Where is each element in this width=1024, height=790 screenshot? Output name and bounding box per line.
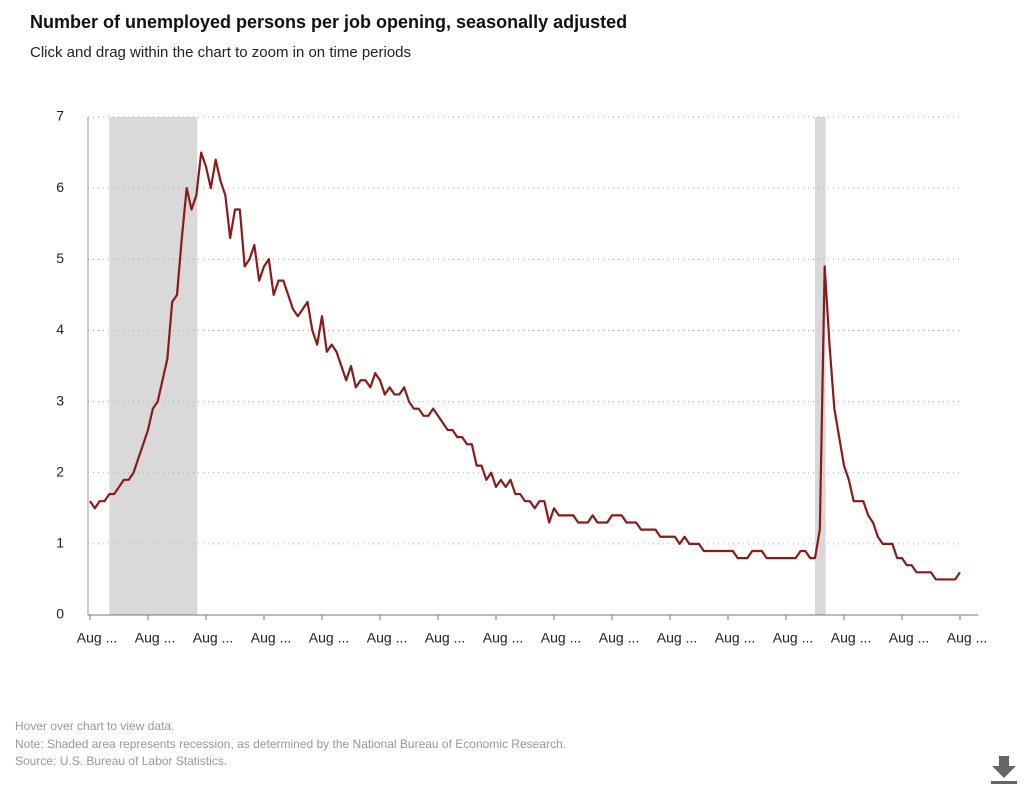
x-tick-label: Aug ...: [541, 630, 581, 646]
y-tick-label: 6: [56, 179, 64, 195]
x-tick-label: Aug ...: [193, 630, 233, 646]
y-tick-label: 0: [56, 606, 64, 622]
chart-title: Number of unemployed persons per job ope…: [30, 12, 627, 32]
x-tick-label: Aug ...: [599, 630, 639, 646]
y-tick-label: 5: [56, 250, 64, 266]
y-tick-label: 2: [56, 463, 64, 479]
chart-subtitle: Click and drag within the chart to zoom …: [30, 44, 411, 61]
download-button[interactable]: [991, 756, 1017, 784]
x-tick-label: Aug ...: [367, 630, 407, 646]
y-tick-label: 7: [56, 108, 64, 124]
x-tick-label: Aug ...: [425, 630, 465, 646]
recession-band: [109, 117, 198, 615]
source-note: Source: U.S. Bureau of Labor Statistics.: [15, 754, 227, 768]
x-tick-label: Aug ...: [309, 630, 349, 646]
x-tick-label: Aug ...: [947, 630, 987, 646]
x-tick-label: Aug ...: [715, 630, 755, 646]
x-tick-label: Aug ...: [657, 630, 697, 646]
y-tick-label: 3: [56, 392, 64, 408]
x-tick-label: Aug ...: [251, 630, 291, 646]
x-tick-label: Aug ...: [889, 630, 929, 646]
data-line: [89, 151, 961, 581]
x-tick-label: Aug ...: [831, 630, 871, 646]
y-tick-label: 1: [56, 535, 64, 551]
x-tick-label: Aug ...: [77, 630, 117, 646]
x-tick-label: Aug ...: [483, 630, 523, 646]
x-tick-label: Aug ...: [773, 630, 813, 646]
hover-note: Hover over chart to view data.: [15, 719, 174, 733]
y-tick-label: 4: [56, 321, 64, 337]
x-tick-label: Aug ...: [135, 630, 175, 646]
recession-band: [815, 117, 826, 615]
recession-note: Note: Shaded area represents recession, …: [15, 737, 566, 751]
